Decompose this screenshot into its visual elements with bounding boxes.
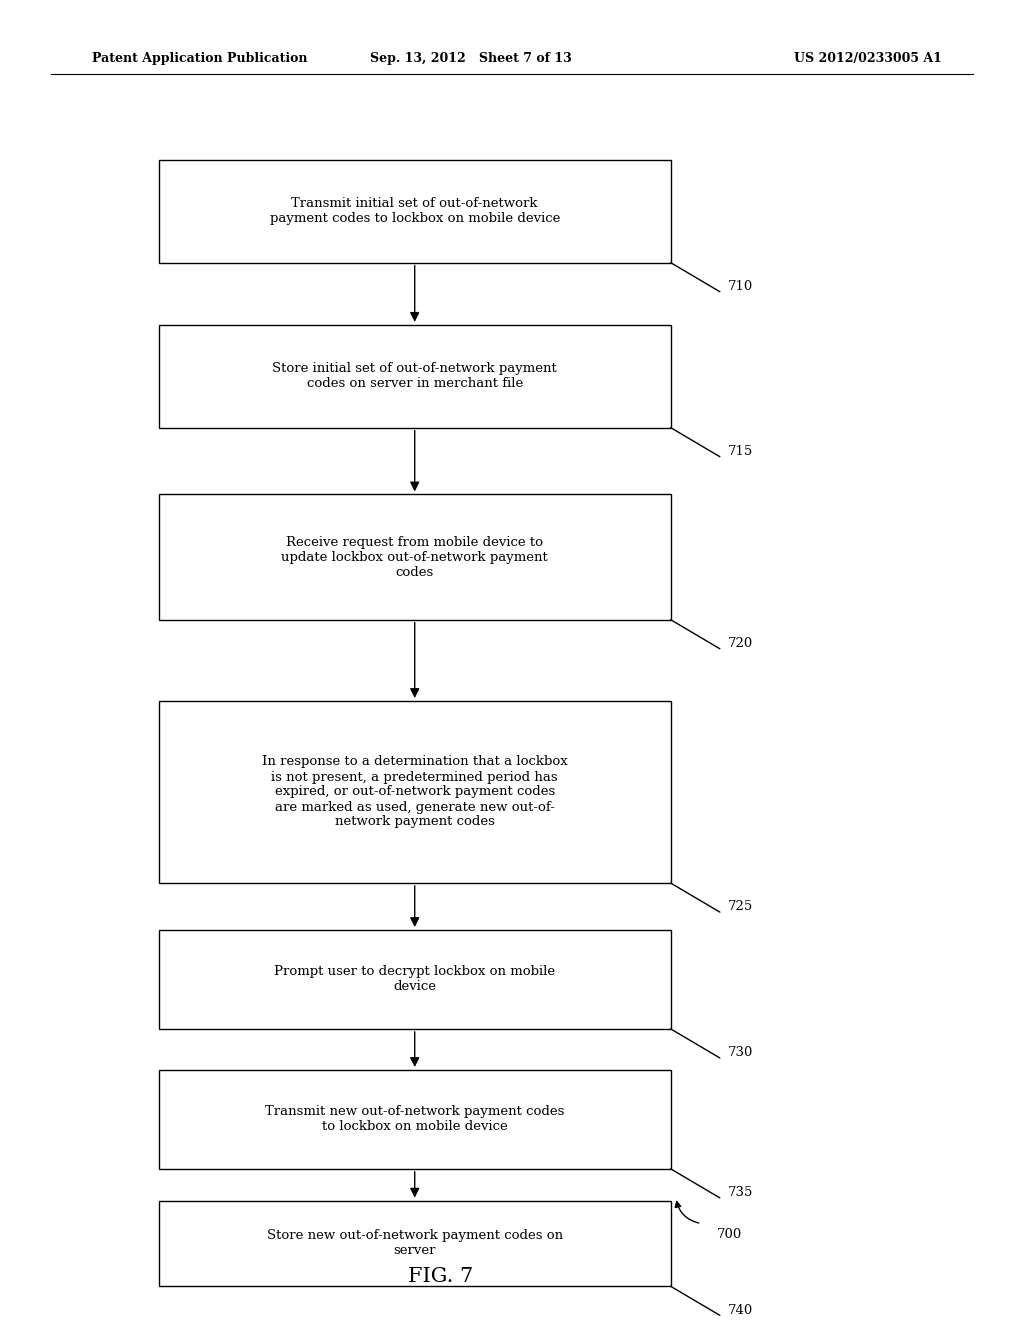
Text: 710: 710 bbox=[728, 280, 754, 293]
Text: FIG. 7: FIG. 7 bbox=[408, 1267, 473, 1286]
Bar bbox=[159, 701, 671, 883]
Text: 715: 715 bbox=[728, 445, 754, 458]
Text: Prompt user to decrypt lockbox on mobile
device: Prompt user to decrypt lockbox on mobile… bbox=[274, 965, 555, 994]
Text: Store initial set of out-of-network payment
codes on server in merchant file: Store initial set of out-of-network paym… bbox=[272, 362, 557, 391]
Text: 720: 720 bbox=[728, 638, 754, 649]
Bar bbox=[159, 325, 671, 428]
Bar bbox=[159, 929, 671, 1030]
Text: 725: 725 bbox=[728, 900, 754, 913]
Bar bbox=[159, 495, 671, 620]
Text: 735: 735 bbox=[728, 1187, 754, 1199]
Text: 740: 740 bbox=[728, 1304, 754, 1316]
Text: Transmit new out-of-network payment codes
to lockbox on mobile device: Transmit new out-of-network payment code… bbox=[265, 1105, 564, 1134]
Text: In response to a determination that a lockbox
is not present, a predetermined pe: In response to a determination that a lo… bbox=[262, 755, 567, 829]
Text: Transmit initial set of out-of-network
payment codes to lockbox on mobile device: Transmit initial set of out-of-network p… bbox=[269, 197, 560, 226]
Bar bbox=[159, 160, 671, 263]
FancyArrowPatch shape bbox=[675, 1201, 698, 1224]
Text: Store new out-of-network payment codes on
server: Store new out-of-network payment codes o… bbox=[266, 1229, 563, 1258]
Text: Patent Application Publication: Patent Application Publication bbox=[92, 51, 307, 65]
Text: 700: 700 bbox=[717, 1228, 742, 1241]
Text: Receive request from mobile device to
update lockbox out-of-network payment
code: Receive request from mobile device to up… bbox=[282, 536, 548, 578]
Text: US 2012/0233005 A1: US 2012/0233005 A1 bbox=[795, 51, 942, 65]
Text: Sep. 13, 2012   Sheet 7 of 13: Sep. 13, 2012 Sheet 7 of 13 bbox=[370, 51, 572, 65]
Text: 730: 730 bbox=[728, 1047, 754, 1059]
Bar bbox=[159, 1069, 671, 1170]
Bar bbox=[159, 1201, 671, 1286]
